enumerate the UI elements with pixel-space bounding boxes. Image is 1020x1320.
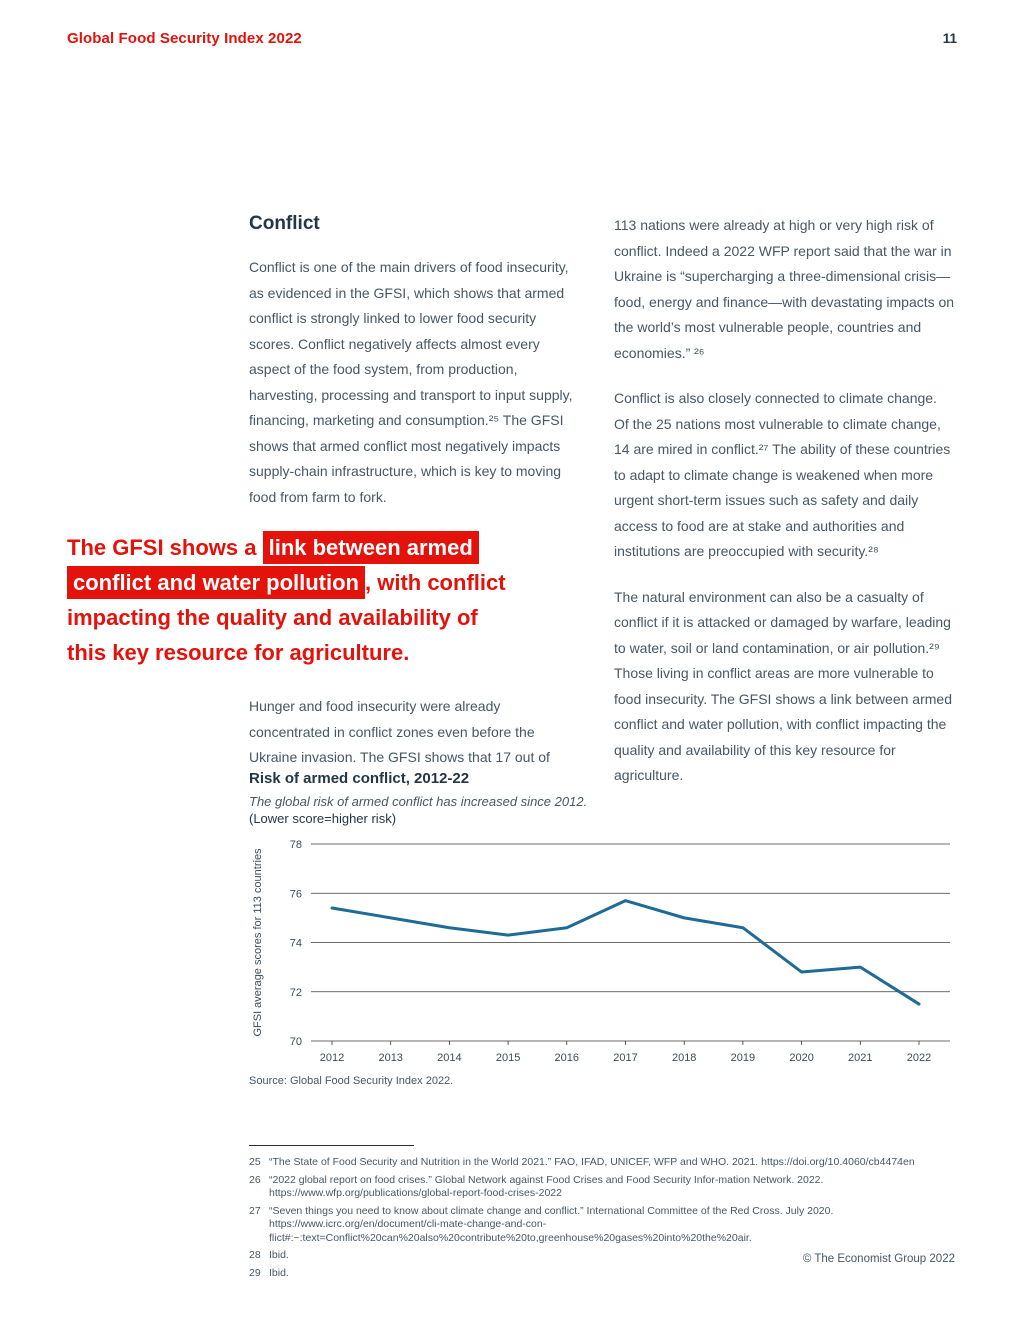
- pull-quote-text: , with conflict: [365, 570, 506, 595]
- page-footer: © The Economist Group 2022: [803, 1253, 955, 1265]
- svg-text:GFSI average scores for 113 co: GFSI average scores for 113 countries: [252, 848, 264, 1037]
- svg-text:2016: 2016: [555, 1052, 579, 1064]
- page-number: 11: [942, 31, 957, 46]
- pull-quote: The GFSI shows a link between armed confl…: [67, 530, 623, 670]
- footnotes-section: 25 “The State of Food Security and Nutri…: [249, 1145, 955, 1284]
- footnote-text: Ibid.: [269, 1249, 289, 1261]
- svg-text:78: 78: [290, 839, 302, 851]
- paragraph-right-1: 113 nations were already at high or very…: [614, 217, 955, 361]
- right-column: 113 nations were already at high or very…: [614, 213, 955, 809]
- paragraph-left-1: Conflict is one of the main drivers of f…: [249, 259, 573, 505]
- copyright-text: © The Economist Group 2022: [802, 1253, 955, 1265]
- svg-text:70: 70: [290, 1036, 302, 1048]
- svg-text:2020: 2020: [789, 1052, 813, 1064]
- page-header: Global Food Security Index 2022 11: [67, 30, 957, 47]
- section-heading: Conflict: [249, 213, 320, 234]
- report-title: Global Food Security Index 2022: [67, 30, 302, 47]
- pull-quote-text: The GFSI shows a: [67, 535, 263, 560]
- paragraph-right-2: Conflict is also closely connected to cl…: [614, 390, 951, 559]
- svg-text:2019: 2019: [731, 1052, 755, 1064]
- pull-quote-highlight: link between armed: [262, 531, 479, 564]
- chart-title: Risk of armed conflict, 2012-22: [249, 770, 470, 787]
- svg-text:2017: 2017: [613, 1052, 637, 1064]
- chart-subtitle: The global risk of armed conflict has in…: [249, 794, 588, 809]
- footnote-row: 29 Ibid.: [249, 1267, 955, 1281]
- footnote-number: 28: [249, 1249, 261, 1261]
- svg-text:74: 74: [290, 938, 302, 950]
- svg-text:2012: 2012: [320, 1052, 344, 1064]
- svg-text:2015: 2015: [496, 1052, 520, 1064]
- footnote-number: 29: [249, 1266, 261, 1279]
- footnote-number: 27: [249, 1204, 261, 1217]
- svg-text:76: 76: [290, 888, 302, 900]
- footnote-row: 28 Ibid.: [249, 1249, 955, 1263]
- pull-quote-highlight: conflict and water pollution: [67, 566, 365, 599]
- svg-text:2013: 2013: [378, 1052, 402, 1064]
- footnote-number: 25: [249, 1156, 261, 1168]
- svg-text:2014: 2014: [437, 1052, 461, 1064]
- pull-quote-text: this key resource for agriculture.: [67, 640, 410, 665]
- footnote-text: “The State of Food Security and Nutritio…: [269, 1156, 915, 1168]
- footnote-text: “2022 global report on food crises.” Glo…: [269, 1173, 824, 1200]
- pull-quote-text: impacting the quality and availability o…: [67, 605, 478, 630]
- footnote-number: 26: [249, 1173, 261, 1186]
- svg-text:2022: 2022: [907, 1052, 931, 1064]
- svg-text:2021: 2021: [848, 1052, 872, 1064]
- footnote-row: 26 “2022 global report on food crises.” …: [249, 1174, 955, 1201]
- paragraph-left-2: Hunger and food insecurity were already …: [249, 698, 550, 765]
- left-column: Conflict Conflict is one of the main dri…: [67, 213, 580, 809]
- chart-note: (Lower score=higher risk): [249, 811, 397, 826]
- line-chart: 70 72 74 76 78 2012 2013 2014 2015 2016 2017 2018 20…: [252, 839, 950, 1064]
- svg-text:2018: 2018: [672, 1052, 696, 1064]
- footnote-text: “Seven things you need to know about cli…: [269, 1204, 834, 1244]
- paragraph-right-3: The natural environment can also be a ca…: [614, 588, 952, 784]
- chart-section: Risk of armed conflict, 2012-22 The glob…: [249, 770, 955, 1087]
- article-columns: Conflict Conflict is one of the main dri…: [67, 213, 955, 809]
- footnote-row: 27 “Seven things you need to know about …: [249, 1205, 955, 1246]
- chart-source: Source: Global Food Security Index 2022.: [249, 1075, 454, 1087]
- footnote-text: Ibid.: [269, 1266, 289, 1279]
- svg-text:72: 72: [290, 987, 302, 999]
- footnote-row: 25 “The State of Food Security and Nutri…: [249, 1156, 955, 1170]
- footnote-rule: [249, 1145, 414, 1146]
